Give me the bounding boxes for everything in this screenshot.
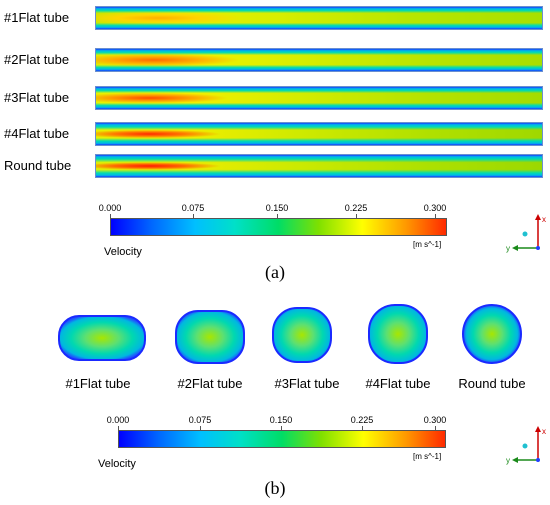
colorbar-a-tick-2: 0.150 [265,203,289,213]
cross-section-label-4: #4Flat tube [365,376,431,391]
cross-section-label-3: #3Flat tube [274,376,340,391]
cross-section-3 [272,307,332,363]
colorbar-b-tickmark [435,426,436,431]
cross-section-2 [175,310,245,364]
colorbar-b-gradient [118,430,446,448]
colorbar-b-tick-4: 0.300 [423,415,447,425]
colorbar-a-title: Velocity [104,246,142,258]
tube-contour-3 [95,86,543,110]
tube-contour-1 [95,6,543,30]
tube-contour-2 [95,48,543,72]
cross-section-round [462,304,522,364]
colorbar-b-tick-3: 0.225 [350,415,374,425]
colorbar-a-tickmark [356,214,357,219]
tube-label-round: Round tube [4,158,72,173]
colorbar-b-tickmark [281,426,282,431]
colorbar-a-tick-3: 0.225 [344,203,368,213]
cross-section-label-2: #2Flat tube [177,376,243,391]
colorbar-a-tickmark [277,214,278,219]
colorbar-a-tickmark [193,214,194,219]
tube-label-2: #2Flat tube [4,52,70,67]
colorbar-b-unit: [m s^-1] [413,452,442,461]
cross-section-4 [368,304,428,364]
axis-y-label: y [506,456,510,465]
colorbar-b-tickmark [118,426,119,431]
tube-label-3: #3Flat tube [4,90,70,105]
cross-section-1 [58,315,146,361]
cross-section-label-1: #1Flat tube [65,376,131,391]
colorbar-b-tick-2: 0.150 [269,415,293,425]
colorbar-a-tick-4: 0.300 [423,203,447,213]
cross-section-label-round: Round tube [458,376,526,391]
axis-triad-icon: x y [506,426,546,465]
colorbar-a-tickmark [435,214,436,219]
colorbar-b-title: Velocity [98,458,136,470]
tube-contour-4 [95,122,543,146]
colorbar-b-tick-1: 0.075 [188,415,212,425]
colorbar-a-unit: [m s^-1] [413,240,442,249]
axis-x-label: x [542,215,546,224]
colorbar-b-tickmark [200,426,201,431]
colorbar-b-tickmark [362,426,363,431]
colorbar-a-gradient [110,218,447,236]
colorbar-b-tick-0: 0.000 [106,415,130,425]
colorbar-a-tick-1: 0.075 [181,203,205,213]
tube-label-4: #4Flat tube [4,126,70,141]
axis-x-label: x [542,427,546,436]
colorbar-a-tickmark [110,214,111,219]
axis-y-label: y [506,244,510,253]
tube-label-1: #1Flat tube [4,10,70,25]
axis-triad-icon: x y [506,214,546,253]
colorbar-a-tick-0: 0.000 [98,203,122,213]
tube-contour-round [95,154,543,178]
panel-a-caption: (a) [265,262,285,282]
panel-b-caption: (b) [264,478,286,498]
